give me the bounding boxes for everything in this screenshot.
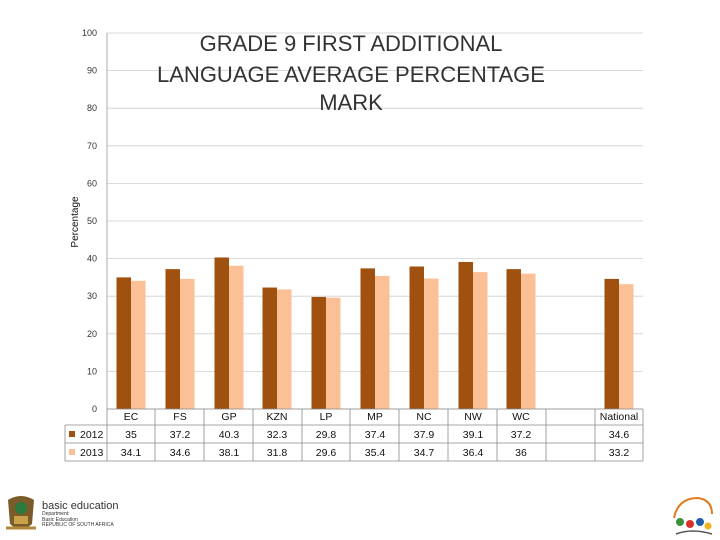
y-tick-label: 40 <box>87 254 97 264</box>
brand-text: basic education <box>42 500 119 512</box>
data-label: 34.7 <box>414 447 435 459</box>
category-label: NW <box>464 411 482 423</box>
y-tick-label: 0 <box>92 404 97 414</box>
data-label: 37.2 <box>511 429 532 441</box>
y-tick-label: 30 <box>87 291 97 301</box>
bar-2012-LP <box>311 296 326 409</box>
brand-sub-1: Department: <box>42 511 70 517</box>
data-table: EC FS GP KZN LP MP NC NW WC National 2012 35 37.2 40.… <box>64 408 644 462</box>
legend-label-2012: 2012 <box>80 429 104 441</box>
brand-sub-3: REPUBLIC OF SOUTH AFRICA <box>42 522 114 529</box>
bar-2013-NC <box>424 278 439 409</box>
data-label: 34.6 <box>609 429 630 441</box>
data-label: 32.3 <box>267 429 288 441</box>
legend-swatch-2013 <box>69 449 75 455</box>
bar-2012-NW <box>458 261 473 409</box>
category-label: LP <box>320 411 333 423</box>
y-tick-label: 50 <box>87 216 97 226</box>
legend-label-2013: 2013 <box>80 447 104 459</box>
y-axis-label: Percentage <box>70 196 81 248</box>
data-label: 29.6 <box>316 447 337 459</box>
bars <box>116 257 634 409</box>
bar-2013-WC <box>521 273 536 409</box>
y-tick-label: 100 <box>82 28 97 38</box>
bar-2012-National <box>604 278 619 409</box>
chart-title: GRADE 9 FIRST ADDITIONAL LANGUAGE AVERAGE… <box>157 31 545 115</box>
bar-2012-EC <box>116 277 131 409</box>
chart-title-line: LANGUAGE AVERAGE PERCENTAGE <box>157 62 545 87</box>
bar-2013-National <box>619 284 634 409</box>
data-label: 31.8 <box>267 447 288 459</box>
data-label: 33.2 <box>609 447 630 459</box>
y-axis: 0 10 20 30 40 50 60 70 80 90 100 <box>82 28 108 414</box>
y-tick-label: 70 <box>87 141 97 151</box>
bar-2013-NW <box>473 272 488 409</box>
data-label: 34.6 <box>170 447 191 459</box>
chart-title-line: GRADE 9 FIRST ADDITIONAL <box>200 31 503 56</box>
data-label: 39.1 <box>463 429 484 441</box>
data-label: 35.4 <box>365 447 386 459</box>
bar-2012-FS <box>165 269 180 409</box>
data-label: 37.9 <box>414 429 435 441</box>
category-label: WC <box>512 411 530 423</box>
bar-2013-EC <box>131 280 146 409</box>
bar-2012-MP <box>360 268 375 409</box>
bar-2012-WC <box>506 269 521 409</box>
y-tick-label: 80 <box>87 103 97 113</box>
basic-education-logo: basic education Department: Basic Educat… <box>4 494 164 536</box>
category-label: KZN <box>267 411 288 423</box>
category-label: FS <box>173 411 186 423</box>
bar-2012-KZN <box>262 287 277 409</box>
data-label: 35 <box>125 429 137 441</box>
data-label: 37.4 <box>365 429 386 441</box>
bar-2012-GP <box>214 257 229 409</box>
data-label: 38.1 <box>219 447 240 459</box>
bar-2013-MP <box>375 275 390 409</box>
bar-2013-LP <box>326 297 341 409</box>
bar-2013-GP <box>229 265 244 409</box>
data-label: 37.2 <box>170 429 191 441</box>
category-label: GP <box>221 411 236 423</box>
category-label: MP <box>367 411 383 423</box>
y-tick-label: 20 <box>87 329 97 339</box>
brand-sub-2: Basic Education <box>42 516 78 523</box>
gridlines <box>107 32 643 410</box>
data-label: 34.1 <box>121 447 142 459</box>
bar-2013-FS <box>180 278 195 409</box>
anniversary-logo-icon <box>673 496 713 535</box>
y-tick-label: 90 <box>87 66 97 76</box>
data-label: 40.3 <box>219 429 240 441</box>
category-label: National <box>600 411 639 423</box>
category-label: EC <box>124 411 139 423</box>
legend-swatch-2012 <box>69 431 75 437</box>
bar-2013-KZN <box>277 289 292 409</box>
y-tick-label: 60 <box>87 178 97 188</box>
category-label: NC <box>416 411 432 423</box>
bar-2012-NC <box>409 266 424 409</box>
chart-title-line: MARK <box>319 90 383 115</box>
data-label: 36 <box>515 447 527 459</box>
coat-of-arms-icon <box>6 496 36 530</box>
y-tick-label: 10 <box>87 366 97 376</box>
data-label: 36.4 <box>463 447 484 459</box>
data-label: 29.8 <box>316 429 337 441</box>
